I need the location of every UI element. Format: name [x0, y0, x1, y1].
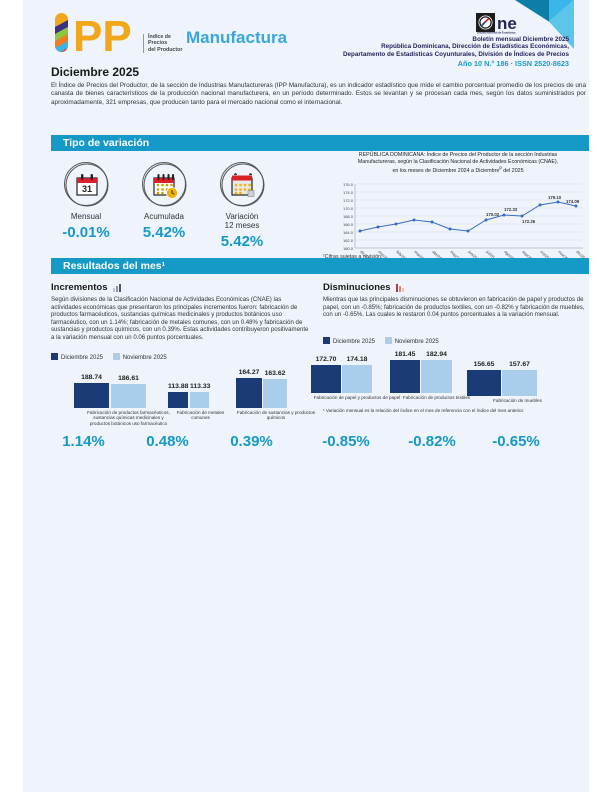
- svg-text:168.0: 168.0: [343, 214, 354, 219]
- svg-text:174.0: 174.0: [343, 190, 354, 195]
- svg-text:172.0: 172.0: [343, 198, 354, 203]
- svg-text:166.0: 166.0: [343, 222, 354, 227]
- svg-text:31: 31: [82, 184, 92, 194]
- svg-text:179.10: 179.10: [548, 195, 562, 200]
- svg-text:176.0: 176.0: [343, 182, 354, 187]
- svg-text:PP: PP: [73, 13, 132, 58]
- svg-text:172.33: 172.33: [504, 207, 518, 212]
- svg-text:170.0: 170.0: [343, 206, 354, 211]
- svg-text:160.0: 160.0: [343, 246, 354, 251]
- svg-text:174.09: 174.09: [566, 199, 580, 204]
- svg-text:162.0: 162.0: [343, 238, 354, 243]
- svg-text:172.26: 172.26: [522, 219, 536, 224]
- svg-text:170.02: 170.02: [486, 212, 500, 217]
- svg-text:Oficina Nacional de Estadístic: Oficina Nacional de Estadística: [477, 31, 516, 35]
- svg-text:164.0: 164.0: [343, 230, 354, 235]
- svg-text:ne: ne: [497, 14, 517, 33]
